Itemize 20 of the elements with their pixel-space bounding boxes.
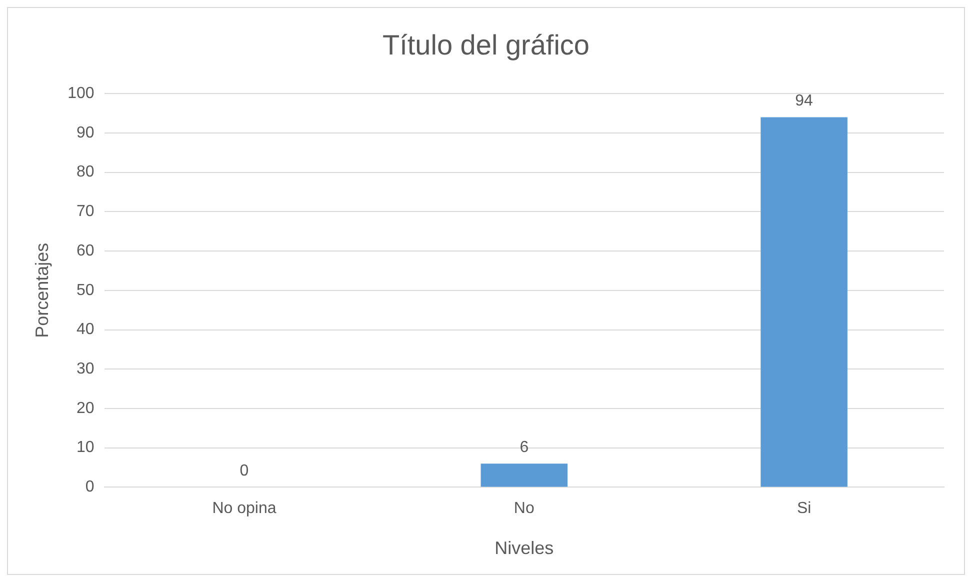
x-axis-title: Niveles [494, 538, 554, 558]
y-tick-label: 60 [76, 242, 94, 260]
chart-title: Título del gráfico [382, 30, 590, 61]
data-label: 6 [520, 438, 529, 456]
y-tick-label: 70 [76, 203, 94, 220]
y-tick-label: 50 [76, 282, 94, 299]
y-tick-label: 20 [76, 400, 94, 417]
y-tick-label: 80 [76, 164, 94, 181]
y-tick-label: 10 [76, 439, 94, 456]
x-tick-label: No [514, 500, 534, 518]
y-tick-label: 90 [76, 124, 94, 142]
y-tick-label: 30 [76, 360, 94, 378]
y-tick-label: 100 [68, 85, 94, 102]
y-axis-title: Porcentajes [32, 242, 52, 338]
data-label: 94 [795, 92, 814, 110]
x-tick-label: Si [796, 500, 812, 518]
y-tick-label: 0 [85, 478, 94, 496]
data-label: 0 [240, 462, 249, 480]
x-tick-label: No opina [212, 500, 276, 518]
y-tick-label: 40 [76, 321, 94, 338]
